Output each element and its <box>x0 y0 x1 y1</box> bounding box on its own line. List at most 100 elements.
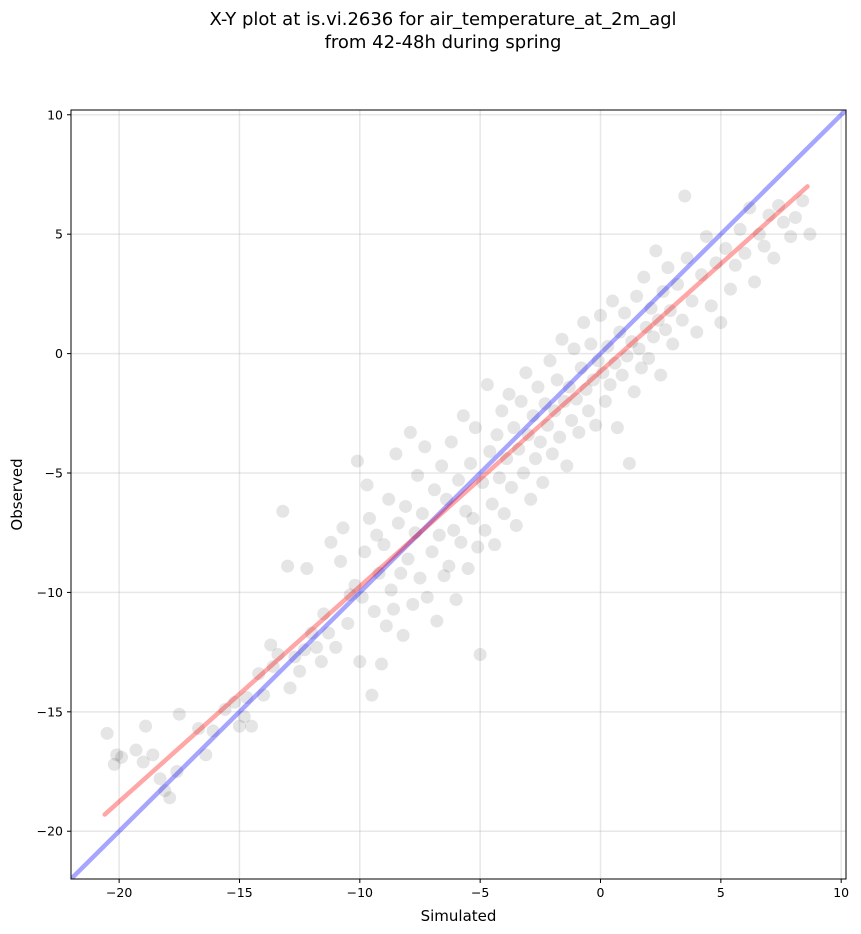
data-point <box>237 710 251 724</box>
y-axis-label: Observed <box>8 458 26 530</box>
data-point <box>163 791 177 805</box>
data-point <box>476 476 490 490</box>
data-point <box>543 354 557 368</box>
data-point <box>471 540 485 554</box>
data-point <box>767 251 781 265</box>
data-point <box>418 440 432 454</box>
data-point <box>723 282 737 296</box>
data-point <box>548 404 562 418</box>
y-tick-label: 5 <box>55 227 63 242</box>
data-point <box>618 306 632 320</box>
data-point <box>788 210 802 224</box>
data-point <box>738 246 752 260</box>
data-point <box>468 421 482 435</box>
data-point <box>598 394 612 408</box>
data-point <box>671 277 685 291</box>
data-point <box>415 507 429 521</box>
data-point <box>569 392 583 406</box>
data-point <box>206 724 220 738</box>
data-point <box>473 648 487 662</box>
data-point <box>343 588 357 602</box>
data-point <box>348 578 362 592</box>
data-point <box>322 626 336 640</box>
data-point <box>495 404 509 418</box>
axes-frame <box>70 109 847 880</box>
data-point <box>630 289 644 303</box>
data-point <box>232 719 246 733</box>
data-point <box>690 325 704 339</box>
data-point <box>796 194 810 208</box>
data-point <box>557 394 571 408</box>
chart-title-block: X-Y plot at is.vi.2636 for air_temperatu… <box>0 8 861 54</box>
data-point <box>420 590 434 604</box>
data-point <box>538 397 552 411</box>
data-point <box>591 354 605 368</box>
data-point <box>139 719 153 733</box>
data-point <box>170 765 184 779</box>
data-point <box>146 748 160 762</box>
data-point <box>497 507 511 521</box>
data-point <box>336 521 350 535</box>
data-point <box>411 468 425 482</box>
data-point <box>362 511 376 525</box>
data-point <box>651 313 665 327</box>
data-point <box>574 361 588 375</box>
data-point <box>406 597 420 611</box>
data-point <box>483 445 497 459</box>
data-point <box>709 256 723 270</box>
data-point <box>281 559 295 573</box>
data-point <box>297 643 311 657</box>
data-point <box>309 640 323 654</box>
data-point <box>562 380 576 394</box>
data-point <box>728 258 742 272</box>
data-point <box>264 638 278 652</box>
data-point <box>399 499 413 513</box>
data-point <box>632 342 646 356</box>
data-point <box>488 538 502 552</box>
data-point <box>374 657 388 671</box>
data-point <box>389 447 403 461</box>
data-point <box>317 607 331 621</box>
data-point <box>136 755 150 769</box>
data-point <box>283 681 297 695</box>
data-point <box>603 378 617 392</box>
data-point <box>536 476 550 490</box>
data-point <box>521 428 535 442</box>
x-tick-label: −5 <box>471 885 489 900</box>
data-point <box>656 285 670 299</box>
data-point <box>526 409 540 423</box>
data-point <box>271 648 285 662</box>
data-point <box>107 757 121 771</box>
data-point <box>512 442 526 456</box>
data-point <box>613 325 627 339</box>
data-point <box>266 659 280 673</box>
data-point <box>658 323 672 337</box>
data-point <box>218 702 232 716</box>
data-point <box>625 335 639 349</box>
data-point <box>639 320 653 334</box>
data-point <box>300 562 314 576</box>
data-point <box>589 418 603 432</box>
data-point <box>365 688 379 702</box>
data-point <box>110 748 124 762</box>
x-axis-label: Simulated <box>421 907 497 925</box>
x-tick-label: 10 <box>833 885 849 900</box>
chart-title: X-Y plot at is.vi.2636 for air_temperatu… <box>209 9 677 30</box>
data-point <box>514 394 528 408</box>
data-point <box>596 366 610 380</box>
data-point <box>153 772 167 786</box>
data-point <box>382 492 396 506</box>
data-point <box>743 201 757 215</box>
data-point <box>288 650 302 664</box>
data-point <box>442 559 456 573</box>
data-point <box>435 459 449 473</box>
grid <box>71 110 846 879</box>
x-tick-label: 0 <box>597 885 605 900</box>
data-point <box>394 566 408 580</box>
data-point <box>252 667 266 681</box>
data-point <box>704 299 718 313</box>
data-point <box>529 452 543 466</box>
data-point <box>391 516 405 530</box>
y-tick-label: −20 <box>37 824 63 839</box>
data-point <box>245 719 259 733</box>
